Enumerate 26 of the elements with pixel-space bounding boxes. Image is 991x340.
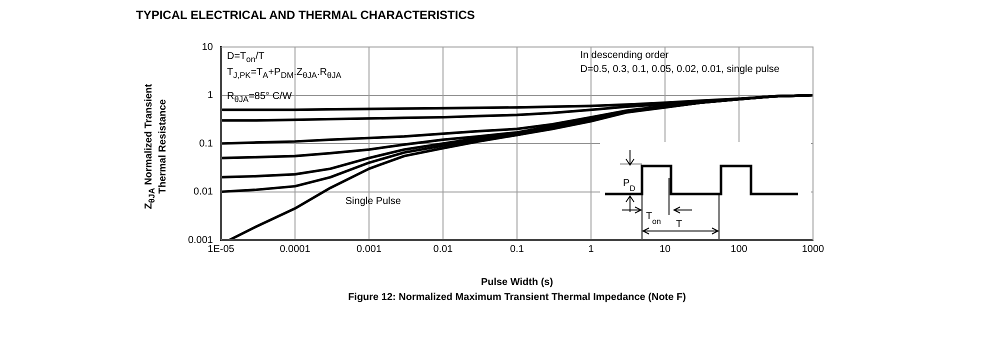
x-axis-title: Pulse Width (s) <box>480 276 554 288</box>
x-tick-label: 0.001 <box>356 244 382 255</box>
x-tick-label: 10 <box>659 244 671 255</box>
annotation: T$_{on}$ <box>646 210 661 226</box>
x-tick-label: 0.01 <box>433 244 454 255</box>
chart-title: TYPICAL ELECTRICAL AND THERMAL CHARACTERISTICS <box>136 8 475 22</box>
x-tick-label: 100 <box>730 244 748 255</box>
annotation: P$_{D}$ <box>622 178 636 192</box>
y-tick-label: 0.1 <box>199 138 214 150</box>
annotation: Single Pulse <box>344 194 402 209</box>
y-tick-label: 0.01 <box>194 186 214 198</box>
annotation: In descending order <box>580 49 670 63</box>
x-tick-label: 1000 <box>802 244 825 255</box>
x-tick-label: 1 <box>588 244 594 255</box>
annotation: D=0.5, 0.3, 0.1, 0.05, 0.02, 0.01, single pulse <box>580 63 780 77</box>
x-tick-label: 0.0001 <box>280 244 311 255</box>
text: T$_{J,PK}$=T$_{A}$+P$_{DM}$.Z$_{θJA}$.R$_{θJA}$ <box>227 67 342 80</box>
caption: Figure 12: Normalized Maximum Transient Thermal Impedance (Note F) <box>347 292 687 303</box>
annotation: T <box>676 218 682 230</box>
y-tick-label: 10 <box>202 42 214 53</box>
annotation: D=T$_{on}$/T <box>227 50 266 66</box>
y-tick-label: 1 <box>207 90 214 101</box>
x-tick-label: 0.1 <box>510 244 524 255</box>
annotation: R$_{θJA}$=85° C/W <box>227 90 293 106</box>
y-tick-label: 0.001 <box>188 234 214 246</box>
x-tick-label: 1E-05 <box>208 244 235 255</box>
